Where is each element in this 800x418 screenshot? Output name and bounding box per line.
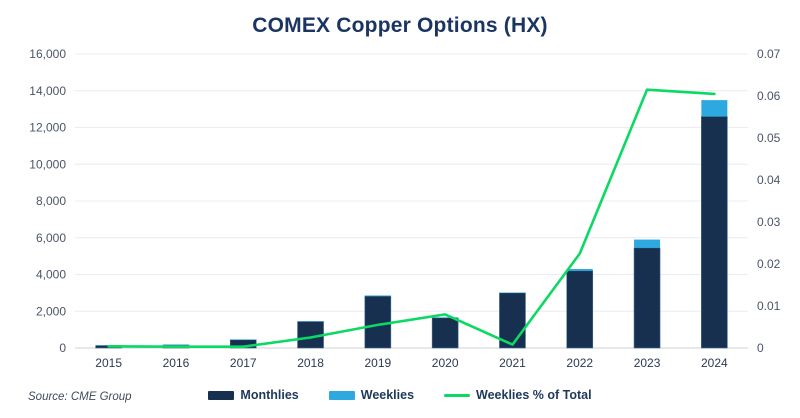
x-axis-year-label: 2016 [163,356,190,370]
x-axis-year-label: 2015 [95,356,122,370]
monthlies-bar [701,116,728,349]
right-axis-tick-label: 0.01 [757,299,781,313]
legend-item-weeklies: Weeklies [328,388,415,402]
source-note: Source: CME Group [28,391,132,403]
x-axis-year-label: 2018 [297,356,324,370]
legend: Monthlies Weeklies Weeklies % of Total [0,388,800,402]
right-axis-tick-label: 0.05 [757,131,781,145]
pct-legend-label: Weeklies % of Total [476,388,592,402]
right-axis-tick-label: 0.02 [757,257,781,271]
x-axis-year-label: 2022 [566,356,593,370]
weeklies-bar [566,268,593,271]
monthlies-bar [431,317,459,349]
weeklies-bar [162,344,189,346]
right-axis-tick-label: 0.04 [757,173,781,187]
monthlies-bar [566,270,594,349]
weeklies-swatch [328,390,355,400]
legend-item-monthlies: Monthlies [208,388,299,402]
weeklies-bar [364,295,391,297]
chart-canvas: 0 2,000 4,000 6,000 8,000 10,000 12,000 14,000 1… [29,48,781,370]
x-axis-year-label: 2021 [499,356,526,370]
chart-footer: Source: CME Group Monthlies Weeklies Wee… [0,388,800,410]
weeklies-bar [499,292,526,294]
monthlies-swatch [208,390,235,400]
right-axis-tick-label: 0.06 [757,89,781,103]
x-axis-year-label: 2024 [701,356,728,370]
x-axis-year-label: 2019 [364,356,391,370]
x-axis-year-label: 2017 [230,356,257,370]
right-axis-tick-label: 0 [757,341,764,355]
pct-line-swatch [444,393,471,397]
x-axis-year-label: 2023 [634,356,661,370]
left-axis-tick-label: 8,000 [36,194,66,208]
weeklies-legend-label: Weeklies [360,388,415,402]
right-axis-tick-label: 0.07 [757,48,781,61]
left-axis-tick-label: 4,000 [36,268,66,282]
weeklies-bar [634,239,661,248]
right-axis-tick-label: 0.03 [757,215,781,229]
legend-item-pct: Weeklies % of Total [444,388,592,402]
weeklies-bar [701,100,728,117]
weeklies-bar [230,339,257,341]
weeklies-bar [297,321,324,322]
monthlies-bar [364,295,392,349]
monthlies-legend-label: Monthlies [240,388,299,402]
monthlies-bar [633,247,661,349]
pct-of-total-line [107,88,716,349]
x-axis-year-label: 2020 [432,356,459,370]
chart-title: COMEX Copper Options (HX) [252,14,548,37]
weeklies-bar [432,317,459,318]
left-axis-tick-label: 14,000 [29,84,66,98]
left-axis-tick-label: 2,000 [36,304,66,318]
left-axis-tick-label: 0 [59,341,66,355]
left-axis-tick-label: 6,000 [36,231,66,245]
left-axis-tick-label: 12,000 [29,121,66,135]
left-axis-tick-label: 16,000 [29,48,66,61]
left-axis-tick-label: 10,000 [29,157,66,171]
